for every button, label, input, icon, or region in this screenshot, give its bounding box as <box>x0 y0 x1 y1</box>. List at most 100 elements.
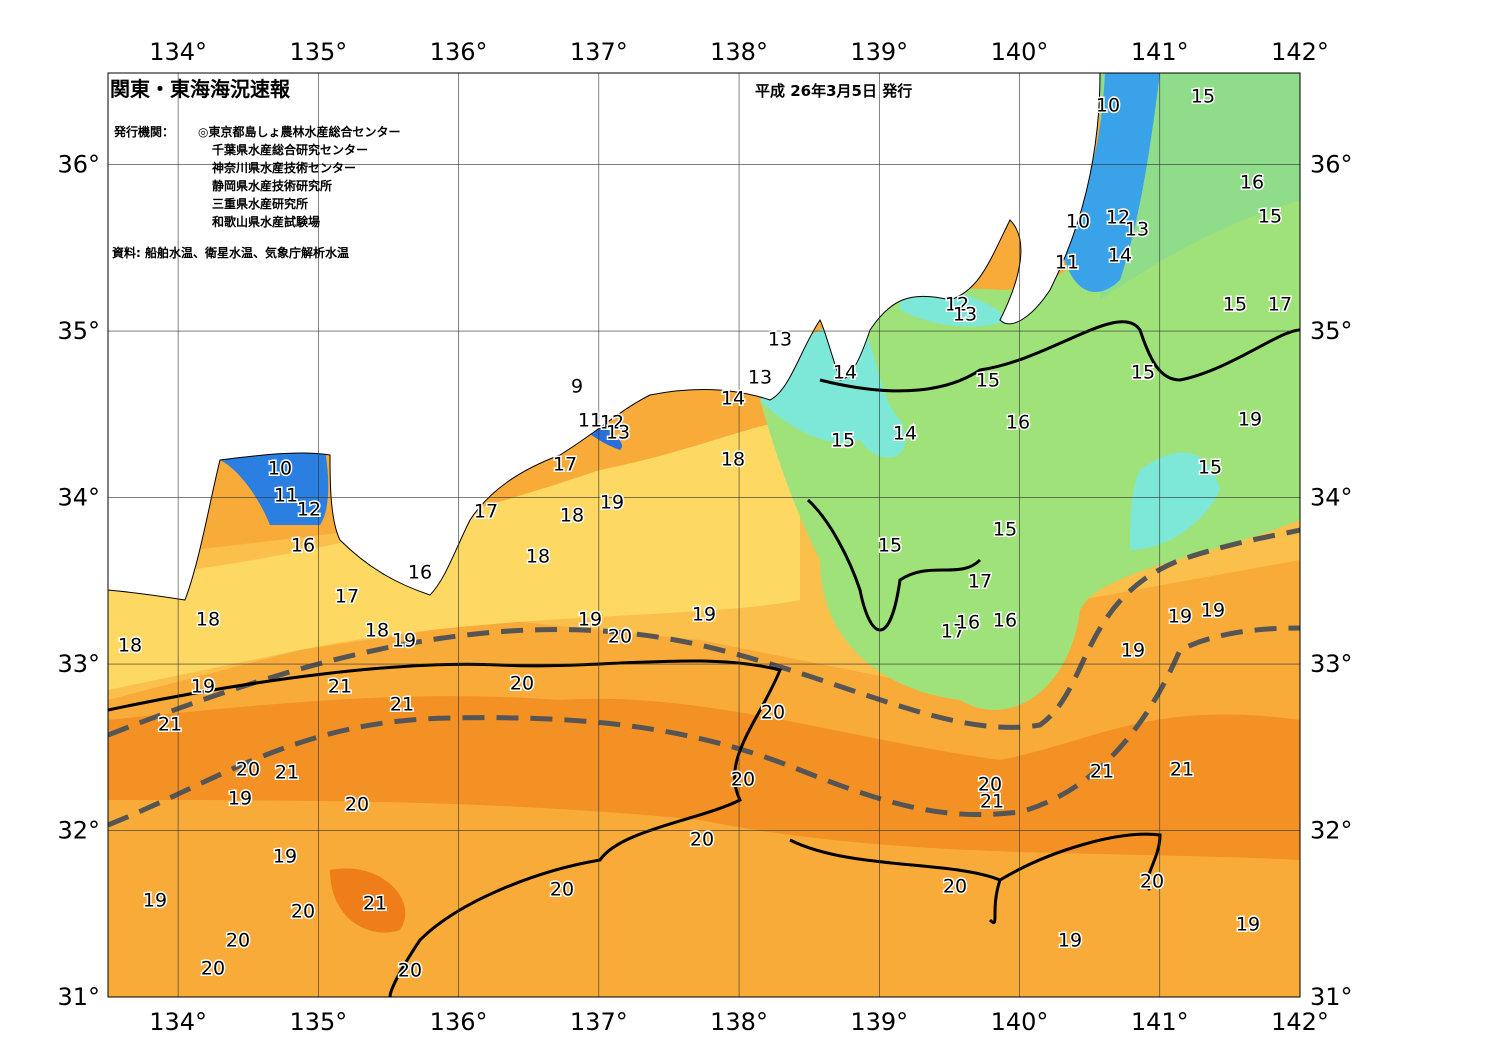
contour-label: 19 <box>692 604 716 626</box>
map-frame <box>107 72 1301 998</box>
contour-20 <box>789 832 1162 924</box>
title: 関東・東海海況速報 <box>110 77 291 101</box>
lat-tick-label: 31° <box>57 983 100 1011</box>
lon-tick-label: 140° <box>991 38 1049 66</box>
sea-hot <box>330 868 406 933</box>
lon-tick-label: 134° <box>149 38 207 66</box>
lon-tick-label: 141° <box>1131 38 1189 66</box>
contour-label: 17 <box>941 621 965 643</box>
issuers-label: 発行機関： <box>113 124 174 139</box>
contour-label: 20 <box>978 774 1002 796</box>
contour-label: 15 <box>1191 86 1215 108</box>
sea-green <box>760 200 1300 710</box>
contour-label: 12 <box>600 412 624 434</box>
lon-tick-label: 139° <box>850 1008 908 1036</box>
contour-label: 16 <box>993 610 1017 632</box>
contour-label: 15 <box>1258 206 1282 228</box>
contour-label: 13 <box>953 304 977 326</box>
contour-label: 18 <box>721 449 745 471</box>
lat-tick-label: 36° <box>57 151 100 179</box>
contour-label: 20 <box>608 626 632 648</box>
lon-tick-label: 135° <box>289 1008 347 1036</box>
lon-tick-label: 141° <box>1131 1008 1189 1036</box>
lat-tick-label: 35° <box>1310 317 1353 345</box>
contour-label: 20 <box>398 960 422 982</box>
lon-tick-label: 138° <box>710 38 768 66</box>
issuer: 千葉県水産総合研究センター <box>212 142 368 157</box>
contour-label: 15 <box>878 535 902 557</box>
contour-label: 19 <box>1168 606 1192 628</box>
contour-label: 16 <box>408 562 432 584</box>
contour-label: 19 <box>143 890 167 912</box>
contour-label: 13 <box>606 422 630 444</box>
issue-date: 平成 26年3月5日 発行 <box>755 82 912 100</box>
contour-label: 20 <box>201 958 225 980</box>
contour-label: 20 <box>1140 871 1164 893</box>
contour-label: 13 <box>768 329 792 351</box>
contour-label: 9 <box>571 376 583 398</box>
contour-label: 15 <box>976 370 1000 392</box>
lon-tick-label: 140° <box>991 1008 1049 1036</box>
contour-label: 15 <box>993 519 1017 541</box>
contour-label: 18 <box>365 620 389 642</box>
contour-label: 15 <box>831 430 855 452</box>
contour-label: 19 <box>1121 640 1145 662</box>
lon-tick-label: 136° <box>430 1008 488 1036</box>
lon-tick-label: 139° <box>850 38 908 66</box>
contour-label: 21 <box>980 791 1004 813</box>
issuer: 三重県水産研究所 <box>212 196 308 211</box>
lat-tick-label: 33° <box>1310 650 1353 678</box>
issuer: 静岡県水産技術研究所 <box>212 178 332 193</box>
contour-label: 16 <box>956 612 980 634</box>
contour-label: 20 <box>943 876 967 898</box>
contour-label: 15 <box>1131 362 1155 384</box>
contour-label: 18 <box>526 546 550 568</box>
issuer: 和歌山県水産試験場 <box>211 214 320 229</box>
contour-label: 10 <box>1066 211 1090 233</box>
contour-label: 19 <box>1238 409 1262 431</box>
contour-label: 21 <box>1090 761 1114 783</box>
lon-tick-label: 138° <box>710 1008 768 1036</box>
contour-label: 20 <box>236 759 260 781</box>
lat-tick-label: 34° <box>57 484 100 512</box>
lon-tick-label: 137° <box>570 38 628 66</box>
issuer: ◎東京都島しょ農林水産総合センター <box>198 124 400 139</box>
lat-tick-label: 33° <box>57 650 100 678</box>
contour-label: 17 <box>553 454 577 476</box>
lat-tick-label: 32° <box>1310 817 1353 845</box>
contour-label: 20 <box>731 769 755 791</box>
contour-label: 21 <box>328 676 352 698</box>
lon-tick-label: 135° <box>289 38 347 66</box>
contour-label: 13 <box>748 367 772 389</box>
contour-15 <box>819 320 1300 393</box>
contour-label: 20 <box>291 901 315 923</box>
sea-cyan <box>1130 452 1220 550</box>
contour-label: 19 <box>191 676 215 698</box>
contour-label: 11 <box>1055 252 1079 274</box>
contour-label: 19 <box>1236 914 1260 936</box>
contour-20 <box>108 659 783 997</box>
contour-label: 10 <box>1096 95 1120 117</box>
sea-hot <box>108 696 1300 860</box>
contour-label: 15 <box>1223 294 1247 316</box>
contour-label: 17 <box>335 586 359 608</box>
lon-tick-label: 134° <box>149 1008 207 1036</box>
contour-label: 21 <box>158 714 182 736</box>
contour-label: 19 <box>273 846 297 868</box>
contour-label: 19 <box>578 609 602 631</box>
contour-label: 15 <box>1198 457 1222 479</box>
contour-label: 21 <box>275 762 299 784</box>
contour-label: 11 <box>274 485 298 507</box>
sea-blue <box>1060 73 1160 292</box>
lat-tick-label: 31° <box>1310 983 1353 1011</box>
lon-tick-label: 137° <box>570 1008 628 1036</box>
source: 資料: 船舶水温、衛星水温、気象庁解析水温 <box>112 245 349 260</box>
lon-tick-label: 136° <box>430 38 488 66</box>
contour-label: 17 <box>474 501 498 523</box>
contour-label: 16 <box>291 535 315 557</box>
contour-label: 12 <box>1106 207 1130 229</box>
contour-label: 20 <box>761 702 785 724</box>
contour-label: 21 <box>363 893 387 915</box>
lat-tick-label: 34° <box>1310 484 1353 512</box>
temperature-field <box>108 73 1300 997</box>
